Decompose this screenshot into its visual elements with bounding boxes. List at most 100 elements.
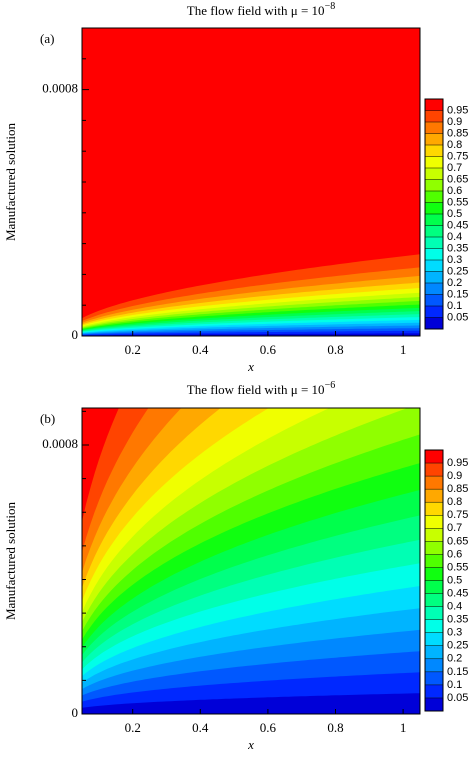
contour-band	[82, 693, 420, 714]
colorbar-segment	[425, 122, 443, 134]
colorbar-segment	[425, 168, 443, 180]
colorbar-segment	[425, 294, 443, 306]
colorbar-tick-label: 0.85	[447, 483, 468, 495]
colorbar-tick-label: 0.5	[447, 208, 462, 220]
colorbar-tick-label: 0.45	[447, 587, 468, 599]
colorbar-tick-label: 0.95	[447, 457, 468, 469]
colorbar-segment	[425, 306, 443, 318]
colorbar-tick-label: 0.1	[447, 300, 462, 312]
colorbar-tick-label: 0.3	[447, 254, 462, 266]
colorbar-tick-label: 0.25	[447, 265, 468, 277]
colorbar-segment	[425, 271, 443, 283]
colorbar-segment	[425, 554, 443, 568]
colorbar-tick-label: 0.4	[447, 601, 462, 613]
panel-label: (b)	[40, 411, 55, 426]
colorbar-tick-label: 0.6	[447, 548, 462, 560]
y-tick-label: 0	[72, 327, 79, 342]
colorbar-segment	[425, 202, 443, 214]
colorbar-tick-label: 0.2	[447, 653, 462, 665]
colorbar: 0.050.10.150.20.250.30.350.40.450.50.550…	[424, 98, 468, 330]
colorbar-tick-label: 0.5	[447, 574, 462, 586]
x-tick-label: 0.8	[327, 342, 343, 357]
colorbar-segment	[425, 632, 443, 646]
x-tick-label: 1	[400, 720, 407, 735]
colorbar-tick-label: 0.65	[447, 535, 468, 547]
colorbar-tick-label: 0.55	[447, 196, 468, 208]
colorbar-tick-label: 0.7	[447, 162, 462, 174]
colorbar-tick-label: 0.75	[447, 150, 468, 162]
y-axis-label: Manufactured solution	[3, 122, 18, 241]
colorbar-segment	[425, 697, 443, 711]
colorbar-segment	[425, 502, 443, 516]
colorbar-segment	[425, 567, 443, 581]
y-tick-label: 0	[72, 705, 79, 720]
title-exponent: −6	[325, 380, 336, 391]
colorbar-segment	[425, 541, 443, 555]
colorbar-segment	[425, 110, 443, 122]
x-axis-label: x	[247, 737, 254, 752]
colorbar-tick-label: 0.85	[447, 127, 468, 139]
colorbar-tick-label: 0.15	[447, 666, 468, 678]
colorbar-segment	[425, 684, 443, 698]
chart-title: The flow field with μ = 10−6	[187, 380, 335, 397]
colorbar-tick-label: 0.8	[447, 496, 462, 508]
colorbar-segment	[425, 225, 443, 237]
y-axis-label: Manufactured solution	[3, 501, 18, 620]
colorbar-segment	[425, 476, 443, 490]
colorbar-segment	[425, 214, 443, 226]
colorbar-segment	[425, 593, 443, 607]
colorbar-tick-label: 0.15	[447, 288, 468, 300]
colorbar-tick-label: 0.55	[447, 561, 468, 573]
colorbar-segment	[425, 99, 443, 111]
colorbar-tick-label: 0.4	[447, 231, 462, 243]
x-tick-label: 0.8	[327, 720, 343, 735]
colorbar-tick-label: 0.1	[447, 679, 462, 691]
x-axis-label: x	[247, 359, 254, 374]
colorbar-tick-label: 0.9	[447, 470, 462, 482]
x-tick-label: 0.6	[260, 342, 277, 357]
colorbar-segment	[425, 317, 443, 329]
x-tick-label: 0.4	[192, 342, 209, 357]
contour-field	[82, 408, 420, 714]
colorbar-segment	[425, 237, 443, 249]
x-tick-label: 0.2	[125, 342, 141, 357]
x-tick-label: 0.6	[260, 720, 277, 735]
colorbar-segment	[425, 580, 443, 594]
panel-label: (a)	[40, 31, 54, 46]
title-text: The flow field with μ = 10	[187, 3, 325, 18]
colorbar-segment	[425, 260, 443, 272]
title-exponent: −8	[325, 1, 336, 12]
colorbar-segment	[425, 658, 443, 672]
colorbar-tick-label: 0.9	[447, 116, 462, 128]
colorbar-segment	[425, 133, 443, 145]
colorbar-segment	[425, 156, 443, 168]
colorbar-segment	[425, 528, 443, 542]
colorbar-segment	[425, 463, 443, 477]
y-tick-label: 0.0008	[42, 81, 78, 96]
colorbar: 0.050.10.150.20.250.30.350.40.450.50.550…	[424, 449, 468, 712]
colorbar-segment	[425, 606, 443, 620]
colorbar-segment	[425, 515, 443, 529]
colorbar-tick-label: 0.65	[447, 173, 468, 185]
contour-field	[82, 28, 420, 336]
colorbar-segment	[425, 283, 443, 295]
chart-title: The flow field with μ = 10−8	[187, 1, 335, 18]
colorbar-segment	[425, 179, 443, 191]
colorbar-tick-label: 0.2	[447, 277, 462, 289]
x-tick-label: 1	[400, 342, 407, 357]
colorbar-segment	[425, 248, 443, 260]
colorbar-tick-label: 0.8	[447, 139, 462, 151]
colorbar-tick-label: 0.45	[447, 219, 468, 231]
panel: The flow field with μ = 10−8 (a) 0.2 0.4 0.6…	[3, 1, 468, 374]
colorbar-tick-label: 0.75	[447, 509, 468, 521]
colorbar-segment	[425, 489, 443, 503]
colorbar-segment	[425, 145, 443, 157]
y-tick-label: 0.0008	[42, 436, 78, 451]
colorbar-segment	[425, 450, 443, 464]
colorbar-segment	[425, 645, 443, 659]
colorbar-tick-label: 0.25	[447, 640, 468, 652]
colorbar-tick-label: 0.35	[447, 614, 468, 626]
panel: The flow field with μ = 10−6 (b) 0.2 0.4 0.6…	[3, 380, 468, 752]
colorbar-tick-label: 0.05	[447, 311, 468, 323]
